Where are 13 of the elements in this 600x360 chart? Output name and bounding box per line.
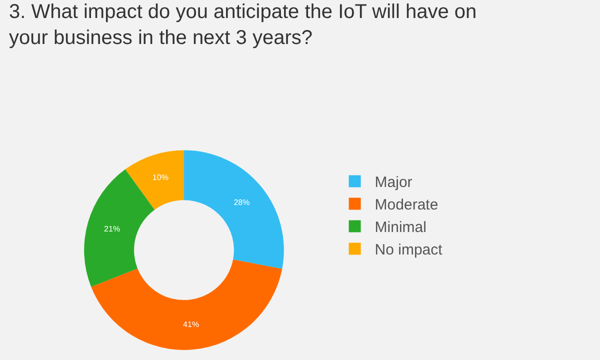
legend-label: Minimal [374, 219, 426, 236]
donut-slice [84, 169, 155, 287]
legend-label: Moderate [374, 196, 438, 214]
data-label: 10% [152, 173, 168, 182]
data-label: 28% [234, 198, 250, 207]
donut-slice [125, 150, 184, 210]
data-label: 41% [183, 320, 200, 330]
donut-slice [91, 259, 282, 350]
chart-title: 3. What impact do you anticipate the IoT will have on your business in the next 3 years? [9, 1, 477, 49]
data-label: 21% [104, 224, 120, 234]
donut-slice [184, 150, 284, 269]
legend-label: Major [374, 174, 412, 192]
legend-label: No impact [374, 242, 444, 259]
